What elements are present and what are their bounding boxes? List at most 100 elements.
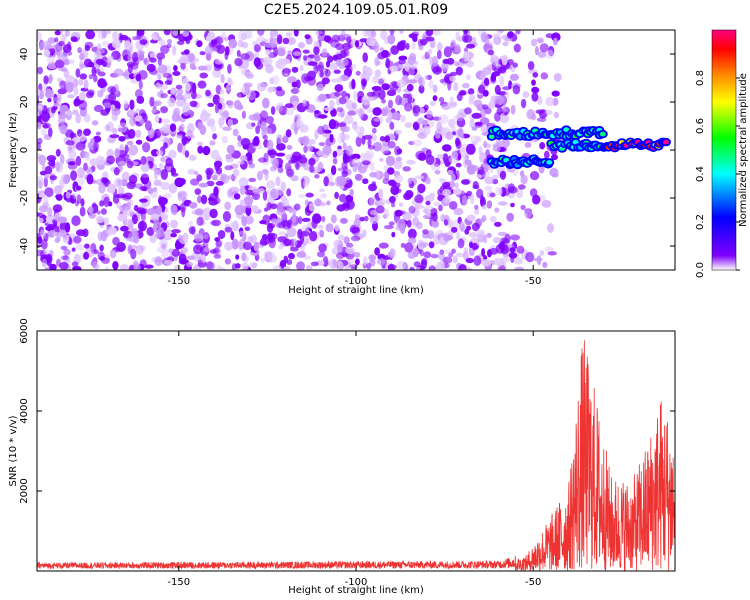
noise-cell xyxy=(160,181,170,191)
noise-cell xyxy=(389,134,396,141)
noise-cell xyxy=(298,41,305,49)
noise-cell xyxy=(504,91,510,99)
noise-cell xyxy=(467,159,472,170)
noise-cell xyxy=(253,136,260,147)
noise-cell xyxy=(306,265,313,270)
noise-cell xyxy=(329,133,334,143)
noise-cell xyxy=(291,222,296,228)
noise-cell xyxy=(93,135,102,143)
noise-cell xyxy=(337,76,343,84)
noise-cell xyxy=(146,208,157,216)
noise-cell xyxy=(371,127,377,134)
noise-cell xyxy=(474,123,483,128)
noise-cell xyxy=(83,79,89,90)
noise-cell xyxy=(498,265,507,270)
noise-cell xyxy=(452,255,458,264)
noise-cell xyxy=(396,260,406,270)
noise-cell xyxy=(212,133,218,140)
noise-cell xyxy=(170,204,178,216)
noise-cell xyxy=(291,212,297,223)
noise-cell xyxy=(47,98,52,103)
noise-cell xyxy=(251,205,259,213)
noise-cell xyxy=(355,70,361,76)
noise-cell xyxy=(507,183,515,193)
noise-cell xyxy=(509,247,516,253)
noise-cell xyxy=(121,153,130,159)
noise-cell xyxy=(455,252,465,258)
spectrogram-y-label: Frequency (Hz) xyxy=(8,112,19,188)
noise-cell xyxy=(428,79,434,89)
noise-cell xyxy=(432,95,438,102)
colorbar-tick-label: 0.6 xyxy=(695,118,706,134)
noise-cell xyxy=(456,231,461,241)
noise-cell xyxy=(40,229,46,238)
noise-cell xyxy=(391,231,396,238)
noise-cell xyxy=(316,150,325,156)
noise-cell xyxy=(536,37,544,43)
noise-cell xyxy=(120,225,129,232)
noise-cell xyxy=(411,41,416,50)
noise-cell xyxy=(70,170,78,181)
noise-cell xyxy=(330,78,340,83)
noise-cell xyxy=(48,127,53,137)
noise-cell xyxy=(72,109,79,115)
noise-cell xyxy=(40,128,48,136)
noise-cell xyxy=(396,79,407,88)
noise-cell xyxy=(408,33,418,39)
noise-cell xyxy=(267,223,276,229)
noise-cell xyxy=(170,183,175,193)
noise-cell xyxy=(310,261,319,267)
noise-cell xyxy=(381,98,386,104)
noise-cell xyxy=(140,177,150,182)
noise-cell xyxy=(68,161,76,166)
noise-cell xyxy=(171,229,181,234)
noise-cell xyxy=(481,248,486,257)
noise-cell xyxy=(398,59,406,65)
noise-cell xyxy=(96,210,101,215)
noise-cell xyxy=(334,191,339,199)
noise-cell xyxy=(247,156,253,165)
colorbar-label: Normalized spectral amplitude xyxy=(738,73,749,227)
noise-cell xyxy=(436,121,443,132)
noise-cell xyxy=(328,119,337,130)
noise-cell xyxy=(276,134,283,145)
x-tick-label: -150 xyxy=(167,577,190,588)
noise-cell xyxy=(161,118,171,124)
noise-cell xyxy=(161,243,167,249)
noise-cell xyxy=(466,190,473,197)
noise-cell xyxy=(351,78,356,90)
noise-cell xyxy=(43,49,51,57)
noise-cell xyxy=(351,102,358,110)
noise-cell xyxy=(484,176,495,185)
noise-cell xyxy=(388,179,397,187)
noise-cell xyxy=(493,221,502,227)
noise-cell xyxy=(454,182,459,189)
noise-cell xyxy=(127,53,134,63)
noise-cell xyxy=(545,33,555,39)
noise-cell xyxy=(150,215,160,221)
noise-cell xyxy=(230,231,235,241)
noise-cell xyxy=(285,107,294,116)
noise-cell xyxy=(308,104,316,113)
noise-cell xyxy=(509,73,519,81)
noise-cell xyxy=(441,240,447,245)
noise-cell xyxy=(119,205,126,212)
noise-cell xyxy=(186,261,194,267)
noise-cell xyxy=(207,31,216,40)
noise-cell xyxy=(445,131,454,141)
noise-cell xyxy=(104,124,111,132)
noise-cell xyxy=(367,139,372,148)
noise-cell xyxy=(501,138,510,148)
noise-cell xyxy=(98,182,106,194)
noise-cell xyxy=(321,77,330,85)
noise-cell xyxy=(283,266,291,270)
noise-cell xyxy=(363,134,373,140)
noise-cell xyxy=(108,92,117,103)
noise-cell xyxy=(235,254,240,260)
noise-cell xyxy=(146,63,156,72)
noise-cell xyxy=(72,265,82,270)
noise-cell xyxy=(181,135,187,146)
noise-cell xyxy=(378,242,389,249)
noise-cell xyxy=(362,256,368,266)
snr-y-ticks: 2000 4000 6000 xyxy=(19,318,675,504)
